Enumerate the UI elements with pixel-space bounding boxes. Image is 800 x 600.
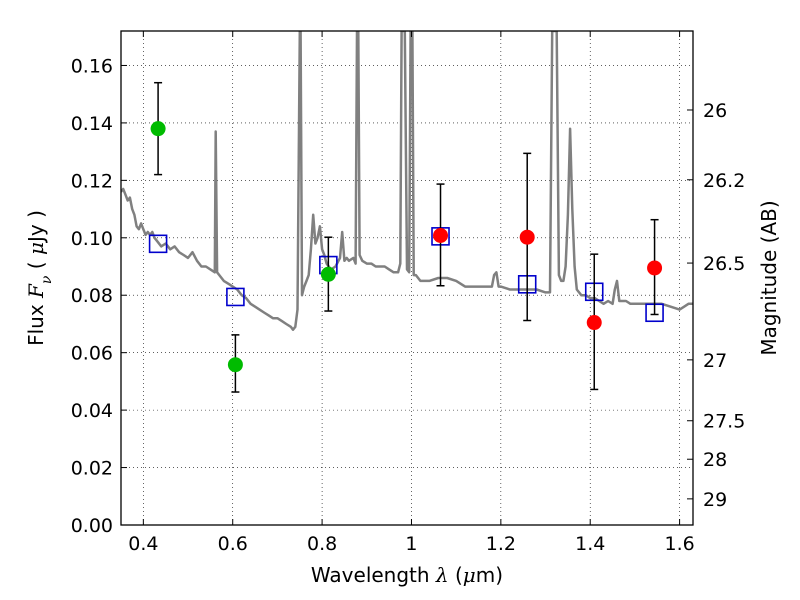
y-tick-label: 0.10 [71, 228, 113, 250]
y-tick-label: 0.04 [71, 400, 113, 422]
sed-model-curve [121, 31, 693, 331]
model-flux-box [226, 287, 245, 307]
y2-tick-label: 29 [703, 489, 727, 511]
y-tick-label: 0.00 [71, 515, 113, 537]
model-flux-box [148, 234, 168, 254]
observed-flux-green-point [150, 121, 166, 137]
y2-tick-label: 26.2 [703, 170, 745, 192]
x-tick-label: 0.4 [128, 533, 158, 555]
observed-flux-red-point [647, 260, 663, 276]
y-tick-label: 0.16 [71, 55, 113, 77]
data-marker-layer [148, 81, 664, 393]
sed-curve-layer [121, 31, 693, 331]
observed-flux-red-point [433, 227, 449, 243]
y-tick-label: 0.06 [71, 343, 113, 365]
observed-flux-red-point [586, 315, 602, 331]
grid-lines [121, 31, 693, 526]
y2-tick-label: 28 [703, 449, 727, 471]
axis-ticks: 0.4 0.6 0.8 1 1.2 1.4 1.6 0.00 0.02 0.04 0.06 0.08 0… [71, 31, 745, 555]
y2-tick-label: 27.5 [703, 411, 745, 433]
plot-frame [120, 30, 694, 526]
x-tick-label: 0.8 [307, 533, 337, 555]
observed-flux-green-point [227, 357, 243, 373]
y-tick-label: 0.12 [71, 170, 113, 192]
x-tick-label: 1.4 [575, 533, 605, 555]
observed-flux-red-point [519, 229, 535, 245]
y2-tick-label: 26 [703, 100, 727, 122]
y-tick-label: 0.02 [71, 458, 113, 480]
y2-tick-label: 26.5 [703, 253, 745, 275]
x-tick-label: 1 [405, 533, 417, 555]
observed-flux-green-point [320, 266, 336, 282]
y2-axis-label: Magnitude (AB) [757, 200, 781, 355]
x-axis-label: Wavelength λ (μm) [311, 563, 503, 587]
y-axis-label: Flux Fν ( μJy ) [24, 210, 55, 346]
x-tick-label: 1.6 [664, 533, 694, 555]
x-tick-label: 0.6 [218, 533, 248, 555]
y-tick-label: 0.08 [71, 285, 113, 307]
y-tick-label: 0.14 [71, 113, 113, 135]
y2-tick-label: 27 [703, 350, 727, 372]
x-tick-label: 1.2 [486, 533, 516, 555]
